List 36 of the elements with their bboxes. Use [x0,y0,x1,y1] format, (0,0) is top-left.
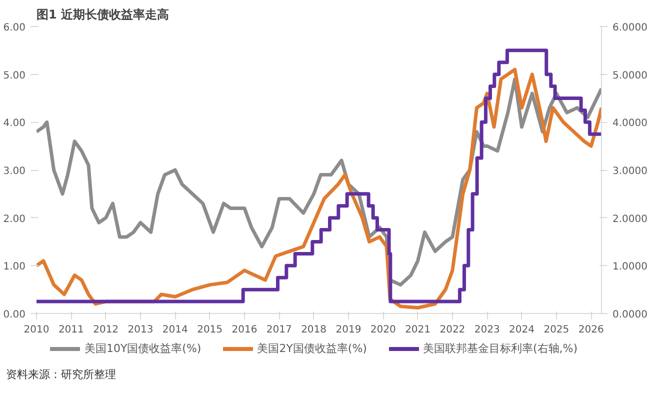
x-tick-label: 2024 [509,324,535,336]
x-tick-label: 2022 [440,324,466,336]
legend-label: 美国10Y国债收益率(%) [84,341,202,357]
y2-tick-label: 3.0000 [612,166,648,177]
x-tick-label: 2011 [58,324,84,336]
legend-label: 美国联邦基金目标利率(右轴,%) [422,341,578,357]
y-tick-label: 3.00 [3,166,26,177]
x-tick-label: 2019 [336,324,362,336]
x-tick-label: 2026 [578,324,604,336]
y2-tick-label: 0.0000 [612,310,648,320]
x-tick-label: 2016 [232,324,258,336]
y2-tick-label: 2.0000 [612,214,648,225]
y2-tick-label: 5.0000 [612,70,648,82]
y-tick-label: 6.00 [3,22,26,34]
x-tick-label: 2010 [24,324,50,336]
x-tick-label: 2012 [93,324,119,336]
x-tick-label: 2013 [128,324,154,336]
x-tick-label: 2018 [301,324,327,336]
x-tick-label: 2025 [544,324,570,336]
text: 资料来源：研究所整理 [6,366,116,383]
x-tick-label: 2017 [266,324,292,336]
x-tick-label: 2023 [474,324,500,336]
x-tick-label: 2015 [197,324,223,336]
y2-tick-label: 1.0000 [612,262,648,273]
x-tick-label: 2020 [370,324,396,336]
chart-title: 图1 近期长债收益率走高 [36,8,170,22]
x-tick-label: 2021 [405,324,431,336]
x-tick-label: 2014 [162,324,188,336]
y-tick-label: 5.00 [3,70,26,82]
y-tick-label: 0.00 [3,310,26,320]
y2-tick-label: 6.0000 [612,22,648,34]
y-tick-label: 1.00 [3,262,26,273]
legend-label: 美国2Y国债收益率(%) [257,341,367,357]
y-tick-label: 4.00 [3,118,26,130]
y-tick-label: 2.00 [3,214,26,225]
y2-tick-label: 4.0000 [612,118,648,130]
